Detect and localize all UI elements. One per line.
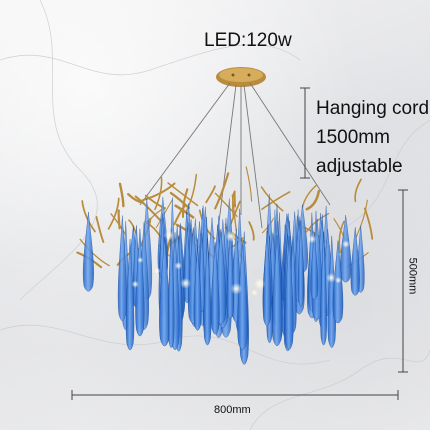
brass-branch bbox=[205, 185, 216, 204]
hanging-cord-note: adjustable bbox=[316, 156, 403, 177]
led-light bbox=[326, 272, 337, 283]
brass-branch bbox=[79, 238, 110, 267]
brass-branch bbox=[260, 186, 284, 212]
crystal-drop bbox=[167, 228, 175, 348]
width-dimension bbox=[71, 390, 399, 400]
hanging-cords bbox=[139, 82, 331, 231]
brass-branch bbox=[354, 178, 362, 203]
brass-branch bbox=[118, 182, 125, 208]
brass-branch bbox=[245, 166, 253, 202]
crystal-drop bbox=[350, 227, 360, 296]
crystal-drop bbox=[117, 215, 127, 321]
brass-branch bbox=[261, 191, 291, 211]
led-light bbox=[154, 267, 161, 275]
blue-crystal-drops bbox=[82, 193, 365, 365]
brass-branch bbox=[301, 184, 318, 208]
crystal-drop bbox=[226, 232, 234, 319]
width-label: 800mm bbox=[214, 404, 251, 416]
crystal-drop bbox=[135, 228, 145, 337]
crystal-drop bbox=[82, 211, 94, 292]
led-light bbox=[225, 230, 237, 242]
brass-branch bbox=[81, 200, 96, 233]
led-light bbox=[164, 230, 175, 241]
brass-branch bbox=[107, 197, 120, 230]
crystal-drop bbox=[193, 247, 202, 331]
brass-branch bbox=[214, 172, 230, 210]
led-light bbox=[251, 289, 258, 297]
brass-branch bbox=[305, 189, 321, 211]
brass-branch bbox=[110, 213, 127, 236]
led-lights bbox=[131, 230, 350, 297]
crystal-drop bbox=[262, 231, 272, 326]
brass-branch bbox=[338, 220, 345, 254]
hanging-cord-dimension bbox=[300, 87, 310, 179]
brass-branch bbox=[232, 191, 235, 219]
led-light bbox=[230, 282, 243, 295]
power-label: LED:120w bbox=[204, 30, 292, 51]
crystal-drop bbox=[310, 233, 319, 300]
brass-branch bbox=[117, 209, 121, 230]
led-light bbox=[131, 280, 139, 288]
crystal-drop bbox=[125, 238, 135, 351]
led-light bbox=[137, 257, 144, 264]
brass-branch bbox=[363, 207, 374, 240]
brass-branch bbox=[248, 221, 255, 241]
crystal-drop bbox=[320, 231, 327, 346]
brass-branch bbox=[355, 199, 368, 239]
led-light bbox=[180, 277, 191, 289]
brass-branch bbox=[169, 191, 190, 210]
led-light bbox=[342, 240, 350, 249]
crystal-drop bbox=[159, 236, 171, 347]
led-light bbox=[174, 261, 183, 270]
brass-branch bbox=[95, 216, 105, 243]
crystal-drop bbox=[284, 236, 294, 350]
crystal-drop bbox=[210, 242, 220, 335]
hanging-cord-label: Hanging cord: bbox=[316, 98, 430, 119]
crystal-drop bbox=[203, 238, 212, 346]
canopy bbox=[216, 67, 266, 87]
crystal-drop bbox=[340, 215, 352, 283]
brass-branch bbox=[141, 182, 176, 202]
height-label: 500mm bbox=[406, 257, 419, 295]
led-light bbox=[254, 278, 266, 290]
hanging-cord-length: 1500mm bbox=[316, 127, 390, 148]
crystal-drop bbox=[237, 242, 248, 350]
led-light bbox=[307, 234, 317, 244]
brass-branch bbox=[167, 182, 199, 207]
crystal-drop bbox=[297, 220, 305, 307]
height-dimension bbox=[398, 189, 408, 373]
crystal-drop bbox=[271, 235, 283, 347]
led-light bbox=[334, 276, 342, 284]
